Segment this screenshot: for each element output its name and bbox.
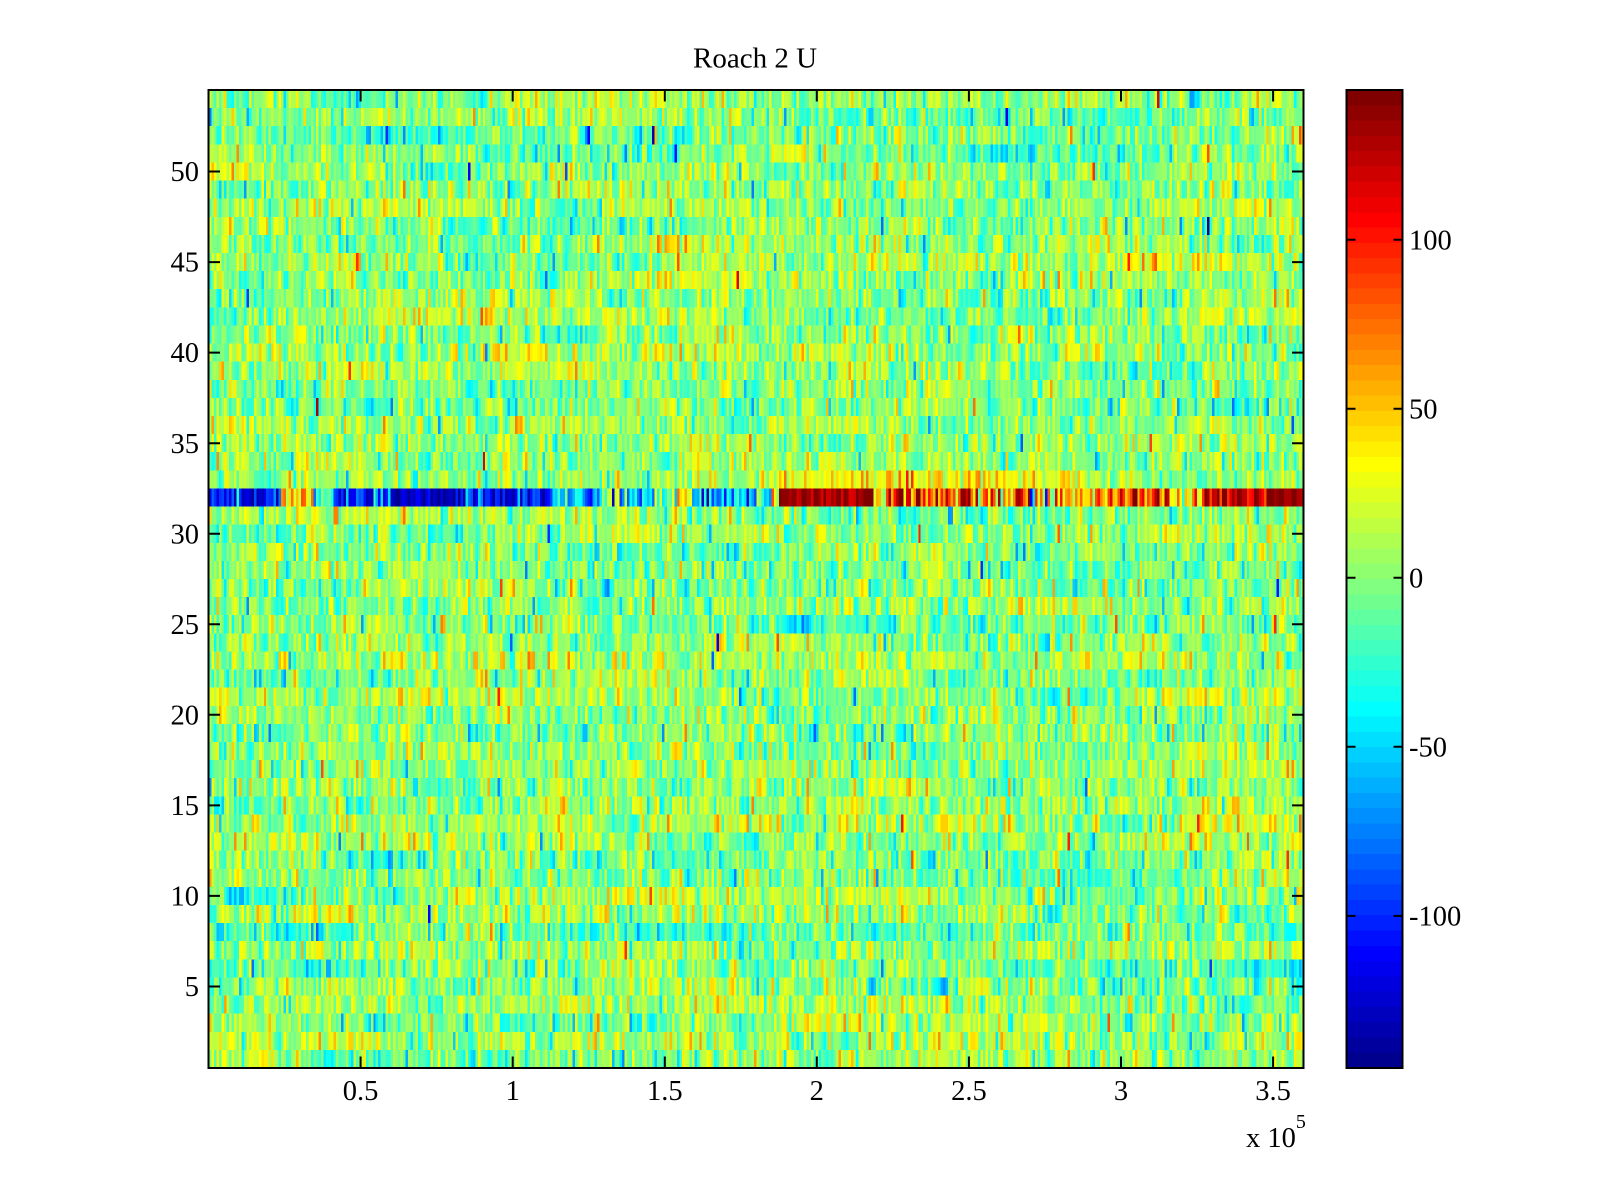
- svg-text:5: 5: [185, 972, 199, 1003]
- svg-text:-100: -100: [1409, 902, 1461, 933]
- svg-text:35: 35: [171, 429, 200, 460]
- svg-text:20: 20: [171, 700, 200, 731]
- svg-text:15: 15: [171, 791, 200, 822]
- svg-text:Roach 2 U: Roach 2 U: [693, 43, 817, 75]
- svg-text:40: 40: [171, 338, 200, 369]
- svg-text:0: 0: [1409, 563, 1423, 594]
- svg-text:0.5: 0.5: [343, 1076, 379, 1107]
- svg-text:2.5: 2.5: [951, 1076, 987, 1107]
- svg-text:45: 45: [171, 248, 200, 279]
- svg-text:50: 50: [171, 157, 200, 188]
- svg-text:10: 10: [171, 882, 200, 913]
- svg-text:-50: -50: [1409, 732, 1447, 763]
- svg-text:3: 3: [1114, 1076, 1128, 1107]
- svg-text:1.5: 1.5: [647, 1076, 683, 1107]
- svg-text:30: 30: [171, 519, 200, 550]
- svg-text:100: 100: [1409, 225, 1452, 256]
- svg-text:3.5: 3.5: [1255, 1076, 1291, 1107]
- svg-text:x 105: x 105: [1246, 1111, 1306, 1154]
- svg-text:2: 2: [810, 1076, 824, 1107]
- svg-text:1: 1: [506, 1076, 520, 1107]
- svg-text:50: 50: [1409, 394, 1438, 425]
- svg-text:25: 25: [171, 610, 200, 641]
